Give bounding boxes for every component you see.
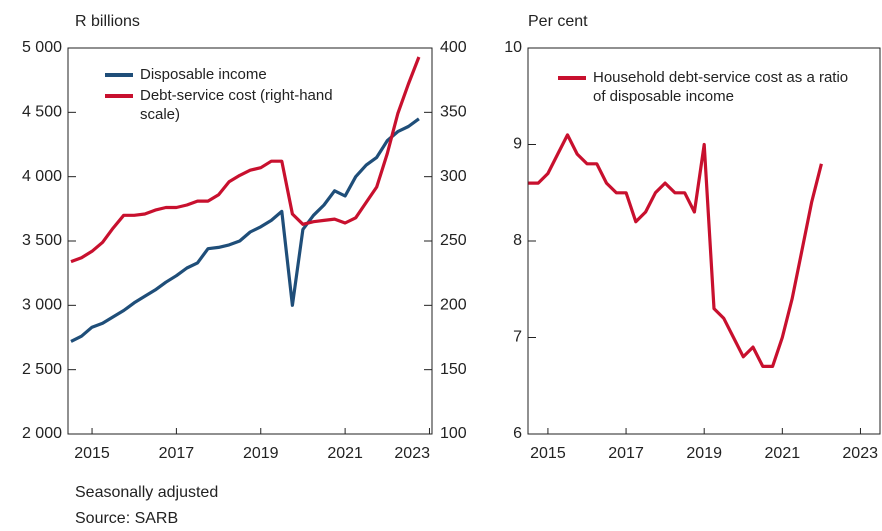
x-tick-label: 2023 xyxy=(842,445,878,462)
y2-tick-label: 200 xyxy=(440,297,467,314)
y2-tick-label: 300 xyxy=(440,168,467,185)
x-tick-label: 2023 xyxy=(394,445,430,462)
x-tick-label: 2017 xyxy=(608,445,644,462)
x-tick-label: 2015 xyxy=(530,445,566,462)
y-tick-label: 6 xyxy=(513,425,522,442)
series-line xyxy=(528,133,823,368)
legend-label: Disposable income xyxy=(140,66,267,83)
y-tick-label: 4 500 xyxy=(22,104,62,121)
x-tick-label: 2019 xyxy=(686,445,722,462)
legend-label: Household debt-service cost as a ratio o… xyxy=(593,69,849,105)
axis-unit-label: Per cent xyxy=(528,13,588,30)
x-tick-label: 2017 xyxy=(159,445,195,462)
x-tick-label: 2021 xyxy=(765,445,801,462)
y-tick-label: 9 xyxy=(513,136,522,153)
y-tick-label: 2 500 xyxy=(22,361,62,378)
y-tick-label: 8 xyxy=(513,232,522,249)
y-tick-label: 5 000 xyxy=(22,39,62,56)
y-tick-label: 3 000 xyxy=(22,297,62,314)
x-tick-label: 2019 xyxy=(243,445,279,462)
y-tick-label: 4 000 xyxy=(22,168,62,185)
x-tick-label: 2021 xyxy=(327,445,363,462)
y2-tick-label: 350 xyxy=(440,104,467,121)
x-tick-label: 2015 xyxy=(74,445,110,462)
y2-tick-label: 100 xyxy=(440,425,467,442)
legend-label: Debt-service cost (right-hand scale) xyxy=(140,87,333,123)
series-line xyxy=(70,117,420,343)
y-tick-label: 7 xyxy=(513,329,522,346)
y2-tick-label: 250 xyxy=(440,232,467,249)
y-tick-label: 10 xyxy=(504,39,522,56)
series-line xyxy=(70,56,421,264)
axis-unit-label: R billions xyxy=(75,13,140,30)
y2-tick-label: 400 xyxy=(440,39,467,56)
y2-tick-label: 150 xyxy=(440,361,467,378)
note: Seasonally adjusted xyxy=(75,484,219,501)
y-tick-label: 3 500 xyxy=(22,232,62,249)
source: Source: SARB xyxy=(75,510,179,527)
y-tick-label: 2 000 xyxy=(22,425,62,442)
